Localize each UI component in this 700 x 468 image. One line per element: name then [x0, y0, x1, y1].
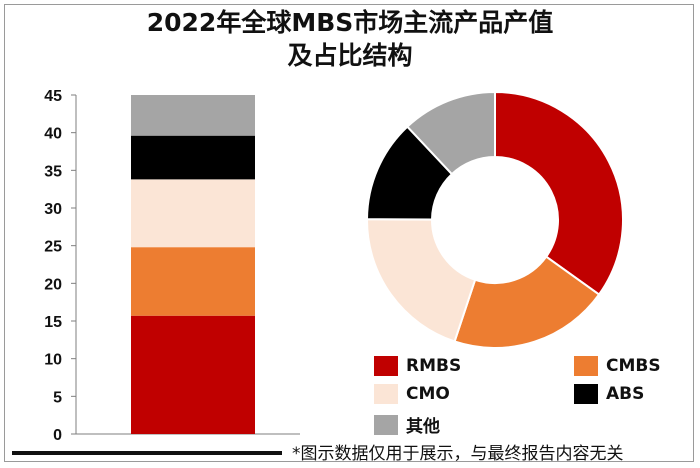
donut-slice-CMBS: [453, 255, 601, 349]
legend-swatch: [574, 384, 598, 404]
legend-swatch: [574, 356, 598, 376]
legend-item-RMBS: RMBS: [374, 356, 461, 376]
legend-item-其他: 其他: [374, 412, 440, 437]
y-tick-label: 15: [44, 314, 62, 331]
y-tick-label: 45: [44, 88, 62, 105]
donut-slice-RMBS: [494, 90, 624, 296]
y-tick-label: 35: [44, 163, 62, 180]
legend-swatch: [374, 356, 398, 376]
legend-item-ABS: ABS: [574, 384, 644, 404]
bar-segment-RMBS: [131, 315, 255, 434]
legend-item-CMO: CMO: [374, 384, 450, 404]
footnote: *图示数据仅用于展示，与最终报告内容无关: [292, 444, 624, 464]
legend-item-CMBS: CMBS: [574, 356, 661, 376]
donut-slice-CMO: [366, 218, 477, 343]
legend-label: RMBS: [406, 356, 462, 376]
legend-label: ABS: [606, 384, 645, 404]
chart-title: 2022年全球MBS市场主流产品产值 及占比结构: [0, 6, 700, 72]
y-tick-label: 30: [44, 201, 62, 218]
bar-segment-其他: [131, 95, 255, 136]
y-tick-label: 40: [44, 126, 62, 143]
legend-label: 其他: [406, 417, 440, 437]
y-tick-label: 25: [44, 239, 62, 256]
bar-segment-ABS: [131, 135, 255, 180]
chart-title-line-2: 及占比结构: [287, 41, 413, 70]
legend-swatch: [374, 384, 398, 404]
bottom-rule: [12, 451, 282, 455]
chart-title-line-1: 2022年全球MBS市场主流产品产值: [146, 8, 554, 37]
legend-label: CMO: [406, 384, 450, 404]
legend-label: CMBS: [606, 356, 661, 376]
y-tick-label: 10: [44, 352, 62, 369]
donut-slice-其他: [405, 90, 496, 176]
legend: RMBS CMBS CMO ABS 其他: [374, 356, 674, 437]
y-tick-label: 20: [44, 276, 62, 293]
legend-swatch: [374, 414, 398, 435]
bar-segment-CMBS: [131, 247, 255, 316]
y-tick-label: 0: [53, 427, 62, 444]
y-tick-label: 5: [53, 389, 62, 406]
bar-segment-CMO: [131, 179, 255, 248]
